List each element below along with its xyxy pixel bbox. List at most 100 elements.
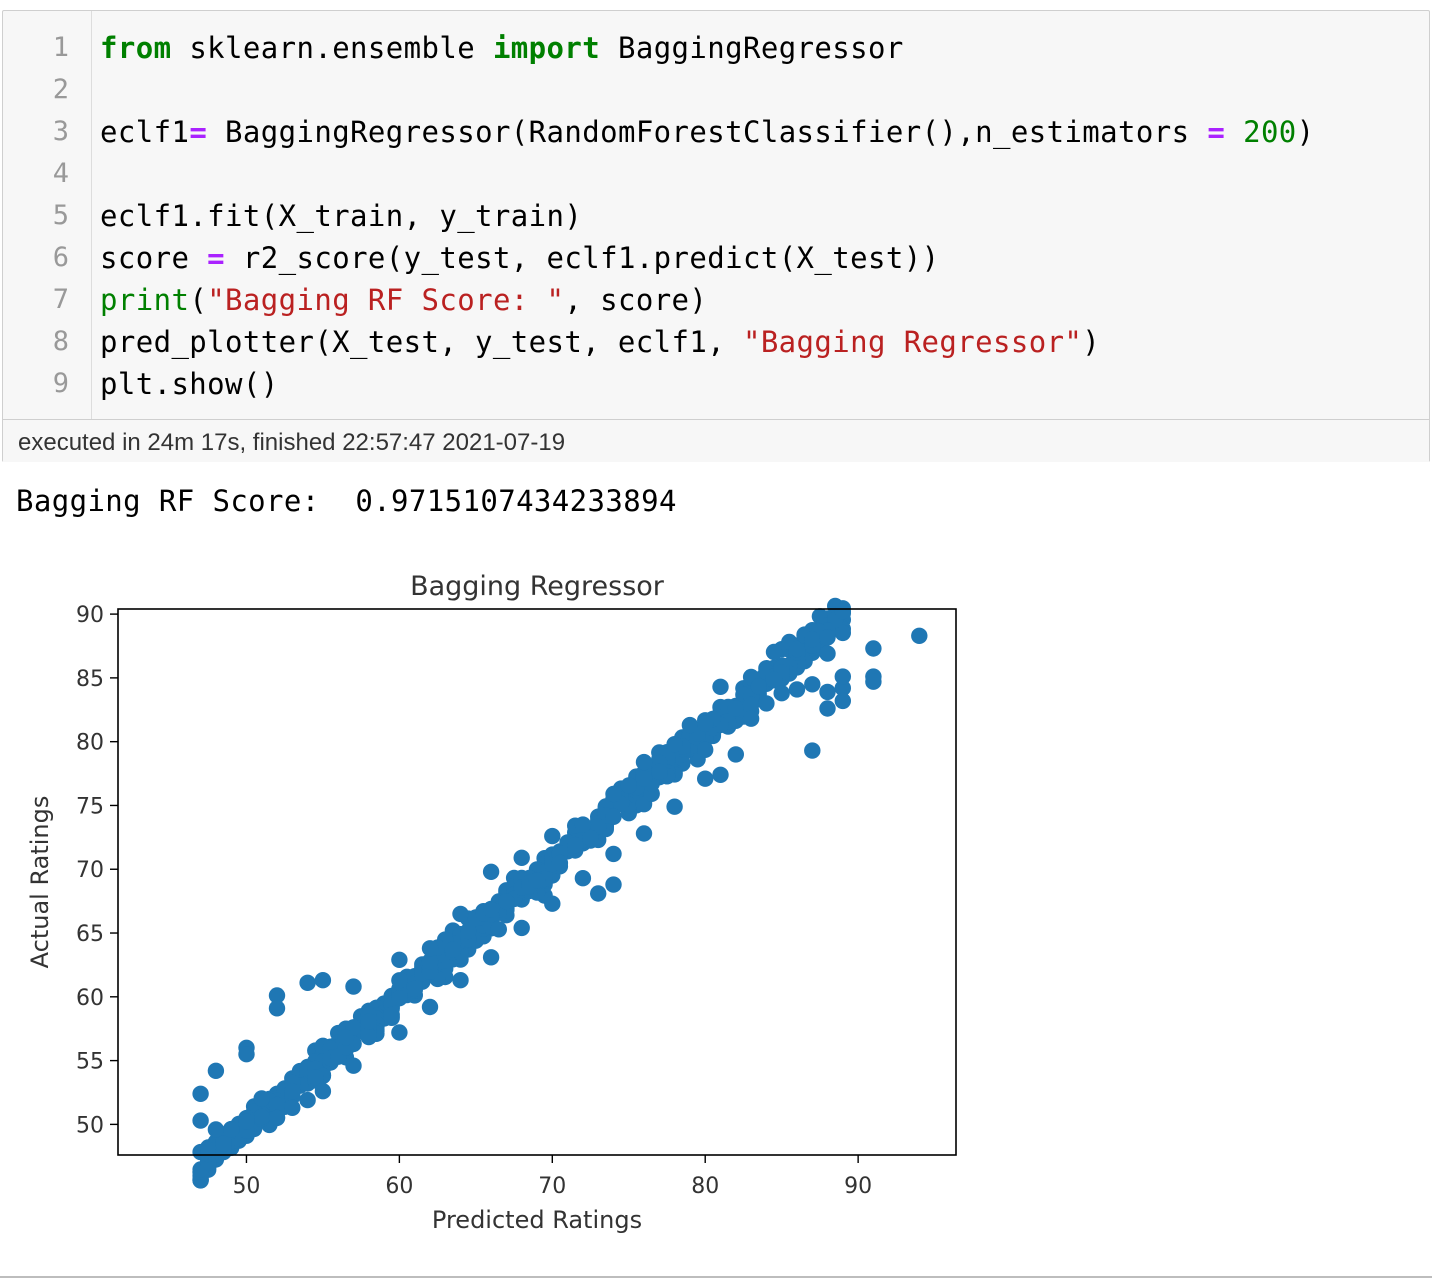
code-line[interactable]: 3 eclf1= BaggingRegressor(RandomForestCla… [3, 111, 1429, 153]
cell-output-text: Bagging RF Score: 0.9715107434233894 [16, 484, 677, 518]
scatter-point [819, 629, 836, 646]
scatter-point [758, 695, 775, 712]
scatter-point [834, 692, 851, 710]
scatter-point [819, 683, 836, 701]
scatter-point [865, 640, 882, 657]
scatter-point [284, 1083, 301, 1100]
x-tick-label: 70 [538, 1174, 566, 1199]
scatter-point [314, 1083, 332, 1100]
scatter-point [307, 1069, 324, 1086]
scatter-point [727, 700, 744, 717]
execution-info: executed in 24m 17s, finished 22:57:47 2… [18, 429, 566, 456]
scatter-point [788, 681, 806, 698]
scatter-point [391, 951, 408, 968]
scatter-point [911, 627, 928, 644]
code-text: eclf1.fit(X_train, y_train) [100, 195, 582, 237]
scatter-point [666, 736, 683, 753]
code-line[interactable]: 2 [3, 69, 1429, 111]
code-token: score [100, 241, 208, 275]
y-tick-label: 50 [76, 1113, 104, 1138]
scatter-point [513, 919, 530, 937]
scatter-point [712, 766, 729, 783]
scatter-point [865, 673, 882, 690]
scatter-point [834, 679, 851, 697]
code-cell[interactable]: 1 from sklearn.ensemble import BaggingReg… [2, 10, 1430, 462]
scatter-point [253, 1090, 270, 1107]
scatter-point [697, 741, 714, 758]
scatter-point [360, 1027, 377, 1045]
scatter-point [712, 678, 729, 695]
scatter-point [421, 998, 439, 1016]
code-text: plt.show() [100, 363, 279, 405]
code-text: from sklearn.ensemble import BaggingRegr… [100, 27, 904, 69]
chart-title: Bagging Regressor [410, 571, 665, 602]
scatter-point [727, 746, 744, 763]
scatter-point [605, 785, 622, 803]
scatter-point [567, 837, 584, 854]
scatter-point [345, 978, 362, 995]
y-tick-label: 85 [76, 667, 104, 692]
scatter-chart: Bagging Regressor 50 60 70 80 90 50 55 60 65 70 7… [26, 571, 957, 1234]
scatter-point [444, 941, 462, 958]
code-line[interactable]: 9 plt.show() [3, 363, 1429, 405]
scatter-point [551, 854, 569, 872]
scatter-point [268, 1000, 286, 1017]
scatter-point [200, 1141, 217, 1159]
scatter-point [482, 863, 500, 880]
code-token: 200 [1243, 115, 1297, 149]
code-line[interactable]: 8 pred_plotter(X_test, y_test, eclf1, "Ba… [3, 321, 1429, 363]
y-tick-label: 60 [76, 986, 104, 1011]
scatter-point [765, 643, 783, 661]
scatter-point [299, 974, 316, 991]
scatter-point [635, 825, 653, 842]
code-token [1225, 115, 1243, 149]
scatter-point [238, 1046, 255, 1063]
scatter-point [697, 715, 714, 732]
scatter-point [681, 716, 699, 734]
code-token: import [492, 31, 601, 65]
scatter-point [192, 1085, 209, 1102]
scatter-point [498, 893, 515, 910]
scatter-point [697, 770, 714, 787]
scatter-point [574, 870, 592, 887]
scatter-point [765, 671, 783, 688]
code-text: print("Bagging RF Score: ", score) [100, 279, 707, 321]
scatter-point [544, 827, 561, 845]
scatter-point [574, 816, 592, 833]
scatter-point [391, 990, 408, 1007]
line-number: 3 [52, 116, 69, 147]
scatter-point [651, 763, 668, 780]
x-tick-label: 60 [385, 1174, 413, 1199]
scatter-point [804, 676, 821, 693]
code-token: eclf1 [100, 115, 190, 149]
scatter-point [299, 1091, 316, 1109]
y-axis-label: Actual Ratings [26, 796, 54, 969]
scatter-point [788, 640, 806, 658]
code-line[interactable]: 1 from sklearn.ensemble import BaggingReg… [3, 27, 1429, 69]
scatter-point [345, 1057, 362, 1074]
scatter-point [284, 1099, 301, 1116]
scatter-point [635, 753, 653, 771]
x-axis: 50 60 70 80 90 [232, 1155, 872, 1199]
scatter-point [391, 1024, 408, 1041]
code-token: BaggingRegressor [600, 31, 904, 65]
line-number: 9 [52, 368, 69, 399]
code-token: r2_score(y_test, eclf1.predict(X_test)) [225, 241, 940, 275]
cell-divider [0, 1276, 1432, 1278]
code-token: print [100, 283, 190, 317]
execution-info-bar: executed in 24m 17s, finished 22:57:47 2… [3, 419, 1429, 462]
code-token: = [189, 115, 208, 149]
code-line[interactable]: 5 eclf1.fit(X_train, y_train) [3, 195, 1429, 237]
scatter-point [268, 1109, 286, 1127]
scatter-point [253, 1108, 270, 1126]
code-line[interactable]: 7 print("Bagging RF Score: ", score) [3, 279, 1429, 321]
scatter-point [238, 1113, 255, 1130]
scatter-point [314, 972, 332, 989]
scatter-point [590, 885, 607, 902]
scatter-point [804, 631, 821, 648]
scatter-point [421, 953, 439, 970]
code-line[interactable]: 6 score = r2_score(y_test, eclf1.predict(… [3, 237, 1429, 279]
y-axis: 50 55 60 65 70 75 80 85 90 [76, 603, 118, 1138]
y-tick-label: 55 [76, 1050, 104, 1075]
code-line[interactable]: 4 [3, 153, 1429, 195]
